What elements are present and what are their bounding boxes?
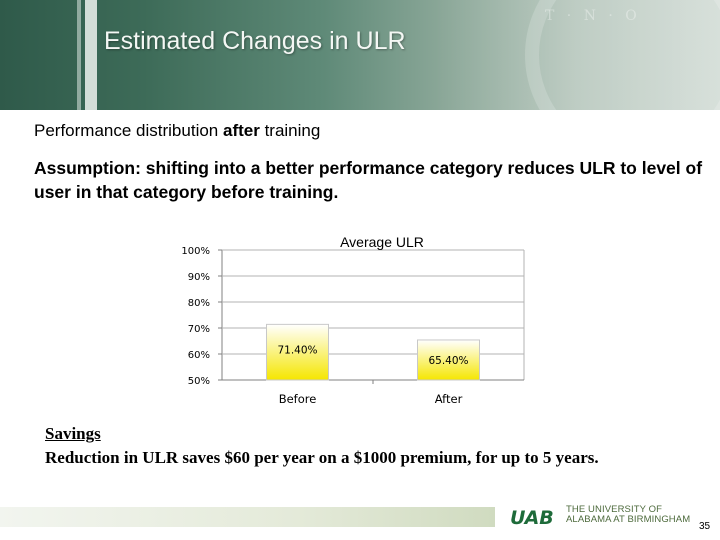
subtitle-suffix: training xyxy=(259,121,321,140)
y-tick-label: 50% xyxy=(188,376,210,387)
savings-block: Savings Reduction in ULR saves $60 per y… xyxy=(45,422,685,470)
uab-logo-letters: UAB xyxy=(510,507,554,527)
banner-overlay xyxy=(0,0,720,110)
footer-bar xyxy=(0,507,495,527)
subtitle-emphasis: after xyxy=(222,121,260,140)
subtitle-prefix: Performance distribution xyxy=(34,121,223,140)
y-tick-label: 90% xyxy=(188,272,210,283)
data-label: 71.40% xyxy=(277,344,317,356)
seal-lettering: T · N · O xyxy=(545,8,641,24)
header-banner: T · N · O Estimated Changes in ULR xyxy=(0,0,720,110)
slide-number: 35 xyxy=(699,521,711,532)
banner-stripe xyxy=(85,0,97,110)
uab-logo: UAB xyxy=(510,507,554,527)
x-tick-label: Before xyxy=(279,392,317,406)
page-title: Estimated Changes in ULR xyxy=(104,27,406,55)
ulr-chart: 50% 60% 70% 80% 90% 100% 71.40% Before 65.40% Aft… xyxy=(178,226,538,416)
chart-labels: 50% 60% 70% 80% 90% 100% 71.40% Before 65.40% Aft… xyxy=(181,246,468,406)
y-tick-label: 100% xyxy=(181,246,210,257)
chart-title: Average ULR xyxy=(340,234,424,250)
bar-after xyxy=(417,339,480,381)
data-label: 65.40% xyxy=(428,355,468,367)
university-line-2: ALABAMA AT BIRMINGHAM xyxy=(566,514,691,525)
university-name: THE UNIVERSITY OF ALABAMA AT BIRMINGHAM xyxy=(566,505,690,525)
banner-stripe xyxy=(77,0,81,110)
y-tick-label: 60% xyxy=(188,350,210,361)
savings-heading: Savings xyxy=(45,424,101,443)
subtitle: Performance distribution after training xyxy=(34,121,320,141)
y-tick-label: 80% xyxy=(188,298,210,309)
x-tick-label: After xyxy=(435,392,463,406)
y-tick-label: 70% xyxy=(188,324,210,335)
assumption-text: Assumption: shifting into a better perfo… xyxy=(34,158,703,202)
seal-watermark xyxy=(525,0,720,110)
bar-before xyxy=(266,323,329,381)
chart-bars xyxy=(266,323,480,381)
savings-body: Reduction in ULR saves $60 per year on a… xyxy=(45,448,599,467)
chart-svg: 50% 60% 70% 80% 90% 100% 71.40% Before 65.40% Aft… xyxy=(181,234,525,406)
university-line-1: THE UNIVERSITY OF xyxy=(566,504,663,515)
